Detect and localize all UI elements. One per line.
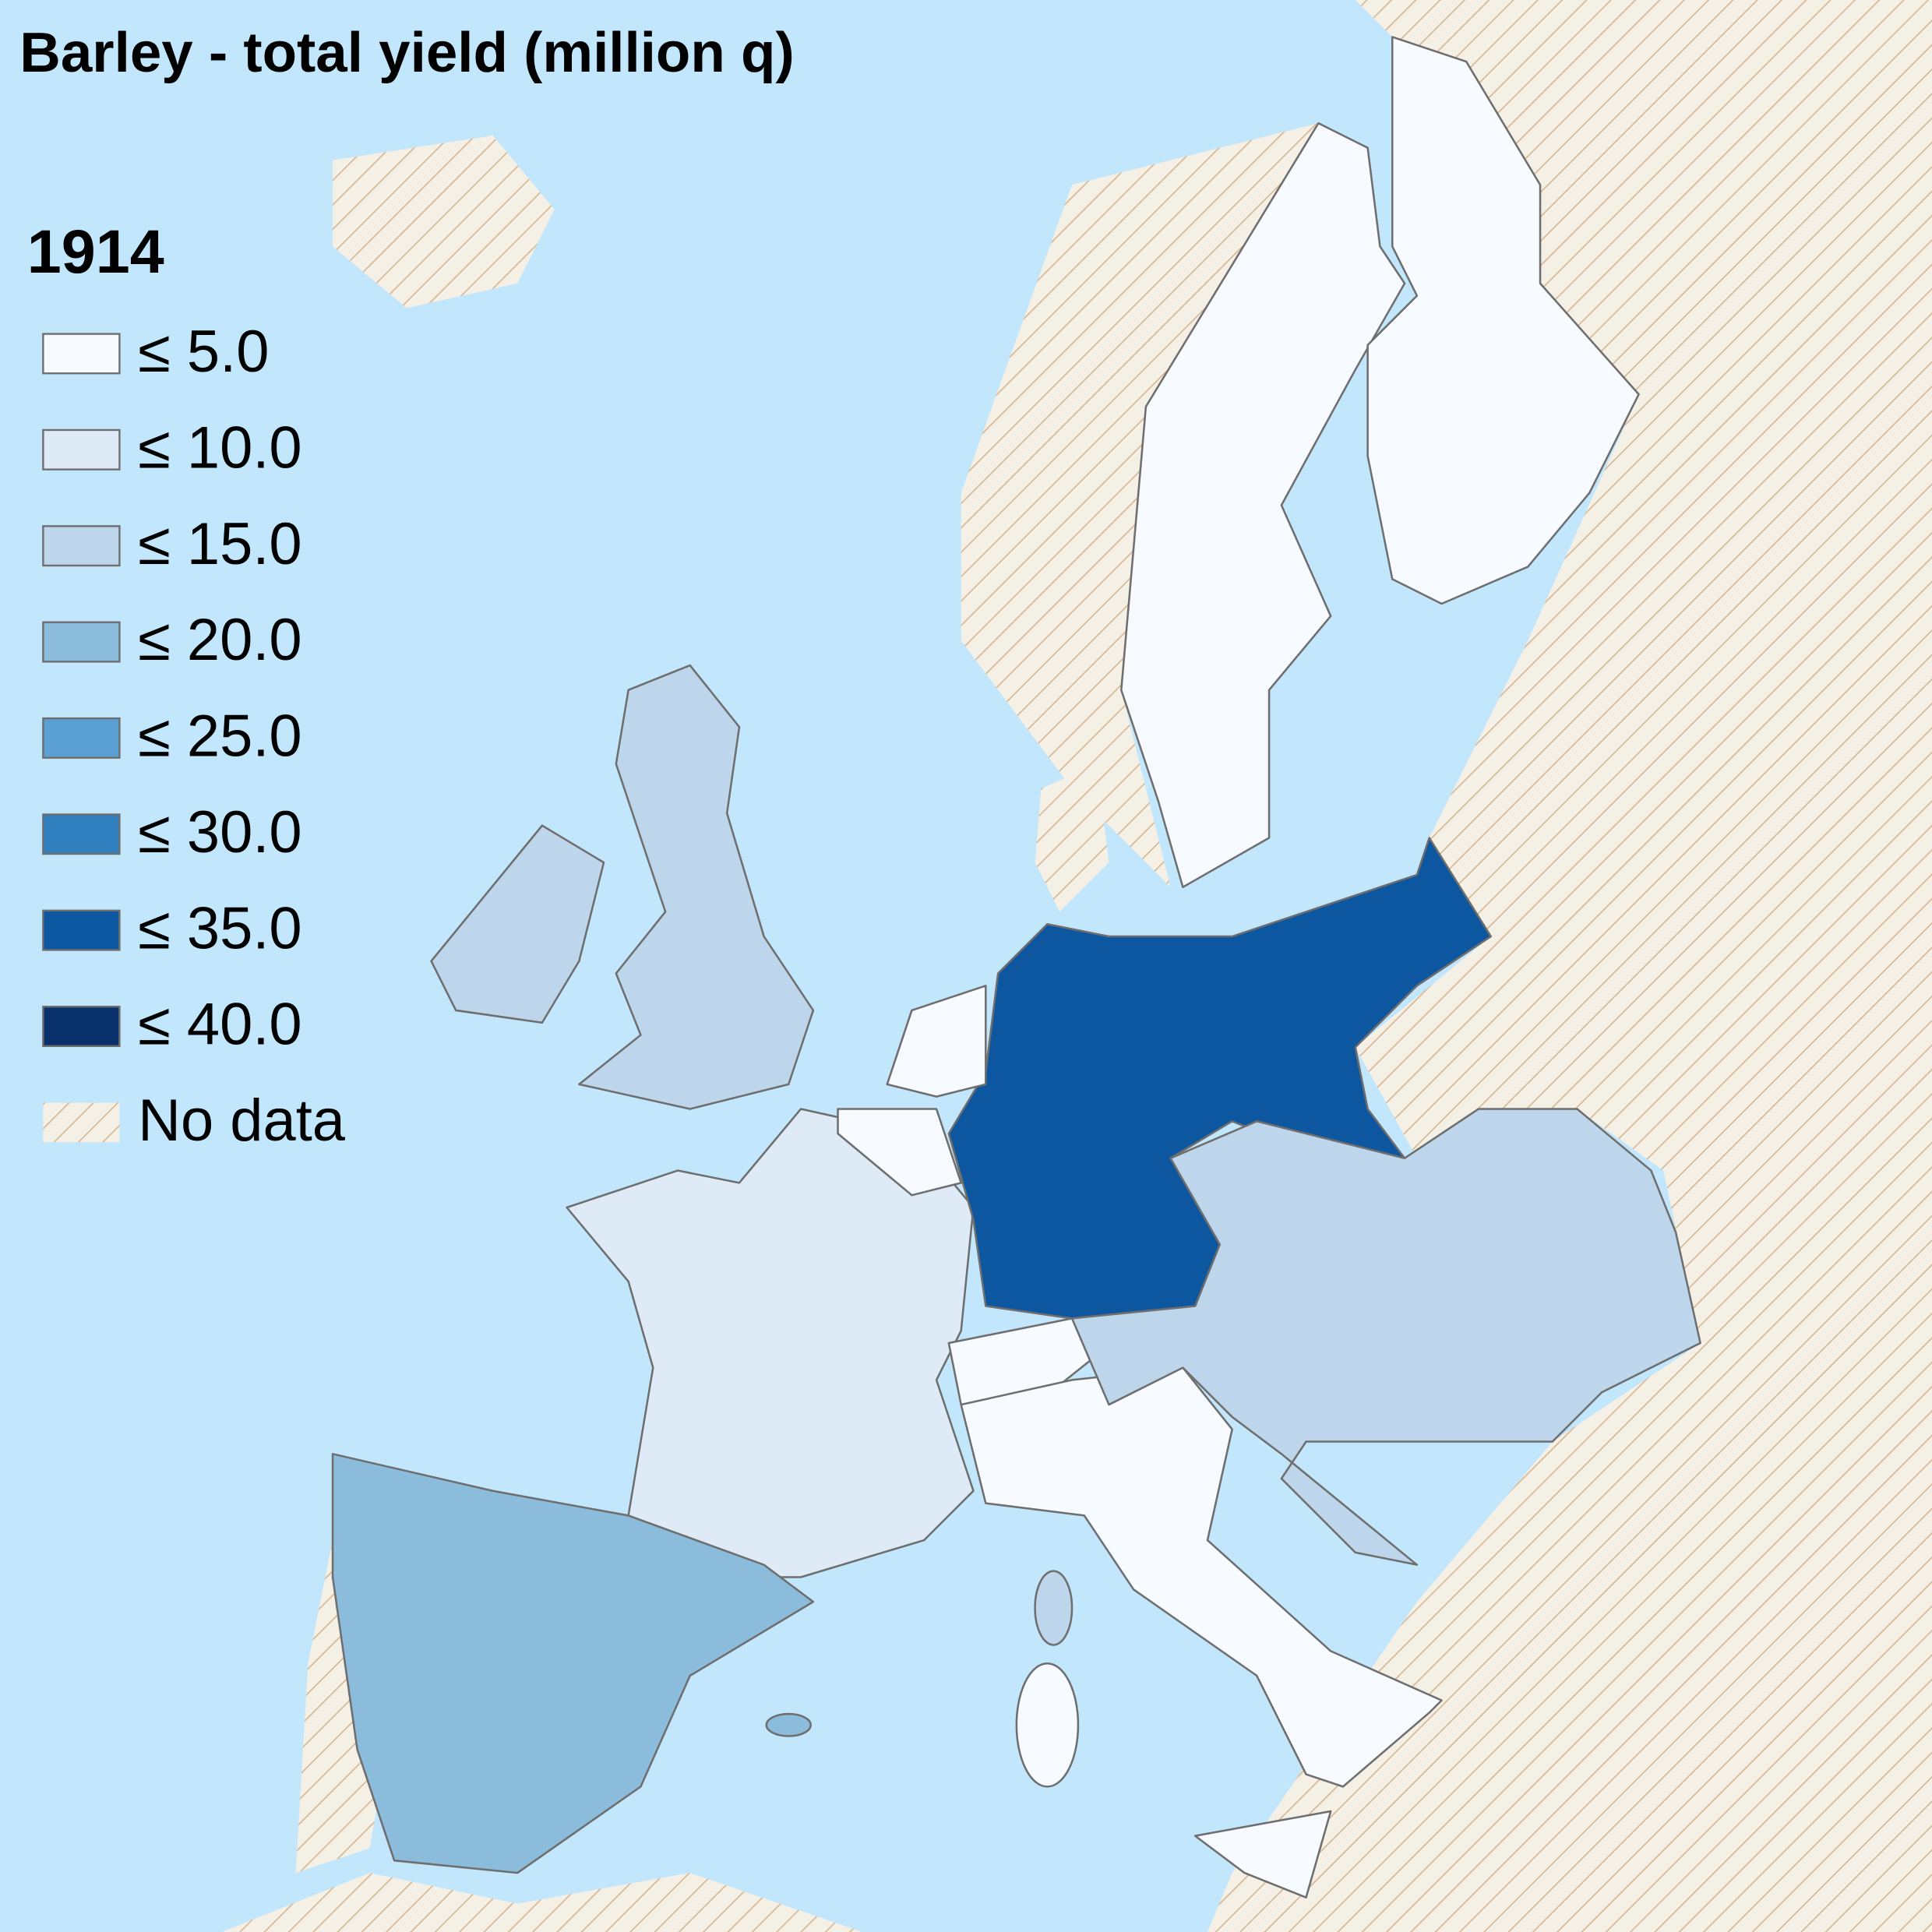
legend-label: ≤ 20.0 [138,607,301,673]
region [566,1108,975,1578]
region [331,1453,815,1874]
legend-label: ≤ 40.0 [138,992,301,1058]
legend-label: ≤ 5.0 [138,319,269,385]
legend-swatch [42,621,121,663]
legend-label: ≤ 15.0 [138,511,301,577]
region [1070,1108,1701,1566]
region [886,985,987,1098]
legend-swatch [42,525,121,567]
legend-swatch [42,428,121,471]
legend-swatch [43,1102,120,1143]
legend-swatch [42,717,121,759]
no-data-land [221,0,1932,1932]
region [837,1108,962,1197]
legend-label: ≤ 35.0 [138,895,301,961]
legend-title: 1914 [27,217,164,286]
region [430,824,605,1024]
region [1015,1662,1080,1788]
legend-label: ≤ 10.0 [138,415,301,481]
legend-label: No data [138,1088,346,1154]
region [765,1712,812,1737]
legend-swatch [42,813,121,855]
legend-label: ≤ 30.0 [138,799,301,866]
region [1034,1570,1074,1646]
legend-swatch [42,1006,121,1047]
legend-label: ≤ 25.0 [138,703,301,770]
countries [331,36,1701,1899]
region [1120,122,1406,889]
region [578,664,815,1110]
region [960,1366,1443,1788]
legend-swatch [42,333,121,375]
legend: ≤ 5.0 ≤ 10.0 ≤ 15.0 ≤ 20.0 ≤ 25.0 ≤ 30.0 ≤ 35.… [42,319,346,1154]
region [1366,36,1640,605]
title: Barley - total yield (million q) [19,21,794,84]
region [1193,1810,1332,1899]
legend-swatch [42,909,121,951]
